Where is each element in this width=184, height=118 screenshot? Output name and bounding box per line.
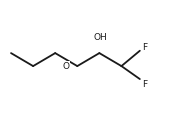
Text: F: F <box>143 80 148 89</box>
Text: F: F <box>143 43 148 52</box>
Text: O: O <box>63 62 70 71</box>
Text: OH: OH <box>93 33 107 42</box>
